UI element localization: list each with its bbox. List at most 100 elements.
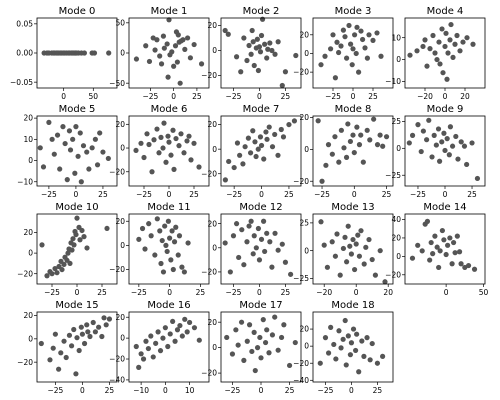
data-point — [84, 149, 90, 155]
data-point — [224, 334, 230, 341]
data-point — [352, 266, 358, 273]
data-point — [415, 242, 421, 248]
data-point — [38, 340, 44, 347]
data-point — [46, 119, 52, 125]
x-tick-label: −25 — [136, 190, 152, 199]
data-point — [450, 239, 457, 246]
data-point — [452, 250, 458, 256]
subplot-14: Mode 14 0 50 −20 0 20 40 — [385, 202, 488, 297]
data-point — [52, 265, 58, 272]
data-point — [361, 353, 367, 359]
data-point — [414, 48, 420, 54]
data-point — [439, 26, 445, 32]
y-tick-label: 10 — [391, 33, 401, 42]
data-point — [336, 328, 342, 334]
data-point — [240, 161, 246, 167]
y-tick-label: 20 — [299, 113, 309, 122]
data-point — [260, 317, 266, 323]
data-point — [407, 52, 413, 58]
data-point — [272, 51, 278, 57]
y-tick-label: 0 — [120, 49, 125, 58]
data-point — [419, 248, 425, 254]
data-point — [63, 354, 69, 361]
data-point — [229, 351, 236, 357]
data-point — [328, 324, 334, 330]
data-point — [248, 51, 254, 57]
y-tick-label: −20 — [293, 359, 309, 368]
subplot-title: Mode 16 — [147, 300, 190, 311]
data-point — [170, 318, 176, 325]
data-point — [237, 152, 243, 158]
y-tick-label: 0 — [396, 144, 401, 153]
data-point — [157, 53, 163, 59]
data-point — [136, 364, 142, 370]
y-tick-label: 20 — [207, 219, 217, 228]
data-point — [75, 153, 81, 159]
y-tick-label: −10 — [385, 77, 401, 86]
data-point — [436, 39, 442, 45]
y-tick-label: 20 — [207, 21, 217, 30]
data-point — [328, 46, 334, 52]
data-point — [281, 322, 287, 328]
data-point — [244, 338, 250, 344]
data-point — [448, 21, 454, 28]
y-tick-label: 0 — [28, 249, 33, 258]
subplot-title: Mode 11 — [147, 202, 190, 213]
data-point — [264, 136, 270, 142]
y-tick-label: 0.00 — [16, 49, 33, 58]
subplot-5: Mode 5 −25 0 25 −10 0 10 20 — [17, 104, 118, 199]
data-point — [161, 45, 167, 51]
x-tick-label: −25 — [226, 190, 242, 199]
y-tick-label: −20 — [109, 167, 125, 176]
data-point — [226, 158, 232, 165]
data-point — [50, 345, 56, 351]
data-point — [61, 261, 67, 268]
data-point — [382, 279, 388, 285]
data-point — [170, 127, 176, 133]
data-point — [51, 151, 57, 157]
data-point — [262, 248, 268, 255]
data-point — [146, 141, 152, 148]
subplot-4: Mode 4 −20 0 20 −10 0 10 — [385, 6, 486, 101]
data-point — [360, 36, 366, 43]
data-point — [343, 154, 350, 160]
data-point — [177, 322, 183, 329]
data-point — [244, 57, 250, 64]
y-tick-label: −25 — [293, 274, 309, 283]
data-point — [443, 30, 449, 36]
data-point — [367, 357, 373, 363]
data-point — [89, 145, 95, 151]
data-point — [58, 350, 64, 356]
data-point — [198, 61, 205, 67]
y-tick-label: 0.05 — [16, 19, 33, 28]
y-tick-label: −20 — [293, 177, 309, 186]
data-point — [353, 241, 359, 247]
data-point — [286, 121, 292, 128]
data-point — [103, 322, 109, 328]
data-point — [77, 237, 83, 243]
y-tick-label: 20 — [115, 120, 125, 129]
data-point — [383, 134, 390, 140]
y-tick-label: −20 — [109, 355, 125, 364]
data-point — [72, 170, 78, 176]
data-point — [73, 231, 79, 238]
data-point — [269, 332, 276, 338]
data-point — [168, 257, 174, 263]
data-point — [342, 234, 348, 240]
data-point — [91, 50, 98, 56]
y-tick-label: −10 — [17, 177, 33, 186]
data-point — [418, 148, 424, 155]
axes-frame — [36, 115, 118, 187]
data-point — [364, 127, 370, 133]
y-tick-label: 20 — [23, 311, 33, 320]
data-point — [99, 333, 105, 340]
y-tick-label: 20 — [391, 234, 401, 243]
data-point — [330, 32, 336, 38]
data-point — [374, 360, 381, 366]
data-point — [358, 28, 364, 34]
y-tick-label: 20 — [23, 114, 33, 123]
data-point — [458, 139, 464, 145]
data-point — [160, 33, 167, 39]
data-point — [325, 142, 332, 148]
subplot-title: Mode 9 — [427, 104, 464, 115]
